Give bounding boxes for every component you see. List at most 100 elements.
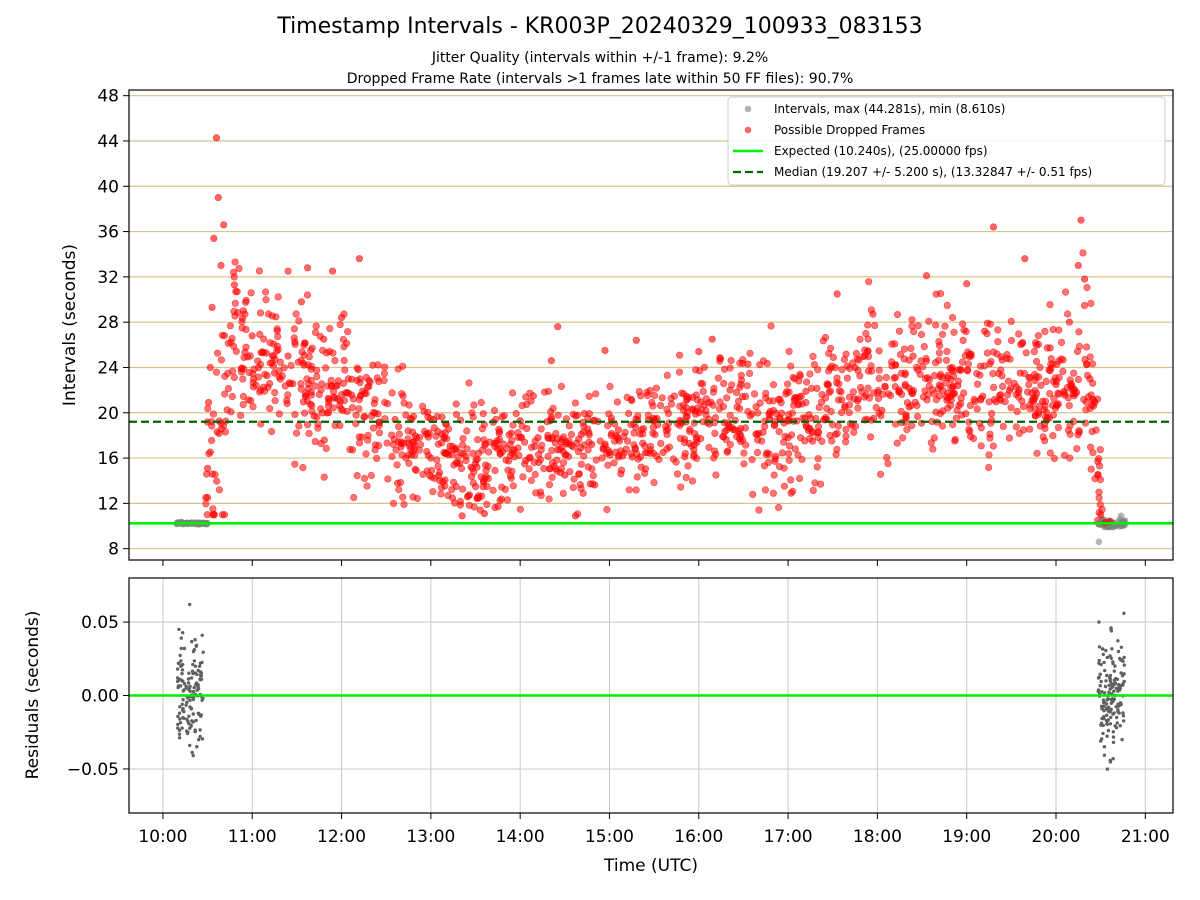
dropped-frame-point — [1055, 373, 1063, 382]
chart-title: Timestamp Intervals - KR003P_20240329_10… — [277, 14, 923, 39]
dropped-frame-point — [716, 354, 724, 362]
dropped-frame-point — [448, 485, 456, 494]
dropped-frame-point — [325, 402, 333, 410]
dropped-frame-point — [913, 401, 921, 410]
dropped-frame-point — [1061, 391, 1069, 399]
residual-point — [1104, 648, 1108, 653]
dropped-frame-point — [791, 445, 799, 453]
dropped-frame-point — [592, 390, 600, 398]
dropped-frame-point — [226, 322, 234, 330]
dropped-frame-point — [549, 404, 557, 413]
dropped-frame-point — [720, 380, 728, 388]
dropped-frame-point — [1050, 395, 1058, 403]
residual-point — [179, 636, 183, 640]
dropped-frame-point — [941, 322, 949, 330]
dropped-frame-point — [936, 290, 945, 298]
dropped-frame-point — [230, 342, 238, 350]
dropped-frame-point — [1016, 369, 1024, 377]
dropped-frame-point — [396, 479, 405, 487]
chart-subtitle-dropped: Dropped Frame Rate (intervals >1 frames … — [346, 71, 854, 87]
dropped-frame-point — [779, 438, 788, 446]
legend-intervals-marker — [744, 105, 752, 113]
dropped-frame-point — [203, 470, 211, 478]
dropped-frame-point — [723, 448, 731, 456]
dropped-frame-point — [1003, 354, 1011, 363]
residual-point — [1113, 664, 1117, 668]
dropped-frame-point — [917, 330, 926, 339]
dropped-frame-point — [842, 425, 850, 434]
dropped-frame-point — [212, 368, 220, 376]
residual-point — [191, 712, 195, 716]
dropped-frame-point — [842, 432, 850, 440]
dropped-frame-point — [503, 496, 512, 504]
dropped-frame-point — [478, 446, 487, 454]
dropped-frame-point — [845, 401, 854, 409]
dropped-frame-point — [922, 272, 931, 280]
dropped-frame-point — [1046, 449, 1054, 457]
dropped-frame-point — [548, 446, 556, 455]
dropped-frame-point — [586, 480, 594, 488]
dropped-frame-point — [686, 425, 694, 433]
dropped-frame-point — [397, 438, 405, 446]
dropped-frame-point — [1026, 425, 1034, 433]
dropped-frame-point — [824, 367, 833, 375]
dropped-frame-point — [400, 500, 408, 509]
dropped-frame-point — [875, 347, 883, 355]
residual-point — [1117, 704, 1121, 708]
dropped-frame-point — [313, 373, 321, 381]
dropped-frame-point — [1097, 511, 1105, 519]
dropped-frame-point — [737, 371, 745, 379]
dropped-frame-point — [1037, 381, 1045, 389]
dropped-frame-point — [469, 479, 478, 487]
dropped-frame-point — [649, 429, 657, 437]
residual-point — [1109, 707, 1113, 712]
residual-point — [182, 682, 187, 686]
dropped-frame-point — [250, 365, 258, 373]
dropped-frame-point — [411, 445, 419, 453]
dropped-frame-point — [1083, 284, 1091, 292]
residual-point — [1111, 735, 1116, 739]
dropped-frame-point — [999, 422, 1007, 431]
dropped-frame-point — [697, 398, 705, 406]
residual-point — [189, 676, 194, 680]
dropped-frame-point — [971, 397, 979, 406]
x-tick-label: 11:00 — [228, 827, 277, 847]
dropped-frame-point — [675, 368, 684, 376]
dropped-frame-point — [663, 371, 671, 380]
dropped-frame-point — [985, 451, 993, 459]
dropped-frame-point — [477, 398, 485, 407]
residual-point — [180, 668, 185, 672]
residual-point — [1109, 626, 1113, 630]
residual-point — [191, 689, 196, 694]
dropped-frame-point — [787, 476, 795, 484]
dropped-frame-point — [907, 387, 915, 395]
dropped-frame-point — [1026, 401, 1034, 409]
residual-point — [1115, 721, 1120, 725]
dropped-frame-point — [983, 349, 992, 357]
dropped-frame-point — [471, 460, 480, 468]
y-tick-label: 12 — [97, 494, 119, 514]
residual-point — [1111, 757, 1115, 761]
dropped-frame-point — [268, 359, 276, 367]
dropped-frame-point — [997, 366, 1005, 374]
dropped-frame-point — [344, 328, 352, 336]
y-tick-label: 48 — [97, 87, 119, 107]
dropped-frame-point — [530, 458, 538, 467]
dropped-frame-point — [683, 413, 691, 421]
dropped-frame-point — [354, 366, 362, 374]
dropped-frame-point — [726, 441, 734, 449]
residual-point — [1099, 721, 1104, 725]
dropped-frame-point — [350, 493, 358, 502]
dropped-frame-point — [494, 503, 502, 511]
residual-point — [1106, 697, 1110, 701]
dropped-frame-point — [914, 322, 922, 330]
dropped-frame-point — [789, 374, 797, 382]
dropped-frame-point — [580, 410, 589, 418]
residual-point — [195, 672, 199, 677]
dropped-frame-point — [954, 382, 962, 390]
dropped-frame-point — [838, 366, 846, 374]
dropped-frame-point — [955, 366, 963, 374]
dropped-frame-point — [434, 440, 443, 448]
dropped-frame-point — [893, 439, 901, 447]
dropped-frame-point — [204, 464, 212, 472]
